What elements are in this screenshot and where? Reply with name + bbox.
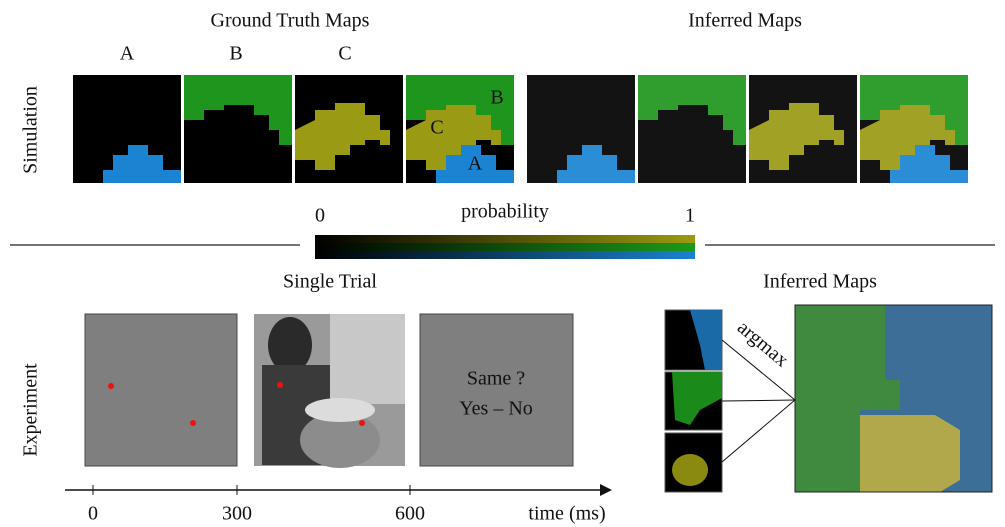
single-trial-title: Single Trial [283,271,377,293]
colorbar-min: 0 [315,205,325,227]
photo-panel [254,314,405,468]
timeline [65,484,612,496]
ground-truth-maps [73,75,514,183]
inferred-overlay [794,304,993,493]
map-label: A [120,43,135,65]
map [295,75,403,183]
time-tick-label: 0 [88,503,98,525]
ground-truth-title: Ground Truth Maps [211,10,370,32]
time-tick-label: 600 [395,503,425,525]
argmax-label: argmax [733,316,793,371]
inferred-title: Inferred Maps [763,271,877,293]
map [860,75,968,183]
time-tick-label: 300 [222,503,252,525]
overlay-label: B [490,87,503,109]
prompt-line: Yes – No [459,398,533,420]
overlay-label: C [430,117,443,139]
fixation-panel [84,313,238,467]
connectors [721,339,796,463]
small-maps [664,309,723,493]
colorbar [315,235,695,259]
map [749,75,857,183]
map-label: B [229,43,242,65]
map-label: C [338,43,351,65]
map [184,75,292,183]
colorbar-label: probability [461,201,549,223]
inferred-maps [527,75,968,183]
colorbar-max: 1 [685,205,695,227]
prompt-panel [419,313,574,467]
map [638,75,746,183]
map [73,75,181,183]
row-label: Simulation [20,86,42,174]
overlay-label: A [468,153,483,175]
time-axis-label: time (ms) [528,503,605,525]
map [527,75,635,183]
prompt-line: Same ? [467,368,525,390]
row-label: Experiment [20,363,42,457]
inferred-title: Inferred Maps [688,10,802,32]
